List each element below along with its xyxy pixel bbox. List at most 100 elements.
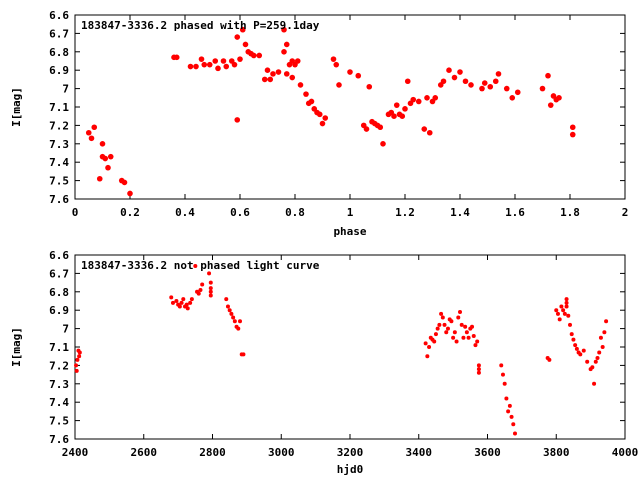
- data-point: [224, 297, 229, 302]
- data-point: [569, 131, 576, 138]
- x-tick-label: 3600: [474, 446, 501, 459]
- y-tick-label: 6.6: [49, 249, 69, 262]
- y-tick-label: 7.5: [49, 175, 69, 188]
- data-point: [585, 359, 590, 364]
- x-tick-label: 1.2: [395, 206, 415, 219]
- data-point: [507, 403, 512, 408]
- data-point: [231, 61, 238, 68]
- data-point: [509, 414, 514, 419]
- data-point: [568, 322, 572, 327]
- x-tick-label: 3200: [337, 446, 364, 459]
- data-point: [336, 82, 342, 88]
- data-point: [281, 49, 287, 55]
- data-point: [449, 319, 454, 324]
- unphased-plot-panel: 2400 2600 2800 3000 3200 3400 3600 3800 4000 6.6…: [10, 249, 638, 476]
- data-point: [391, 113, 397, 119]
- data-point: [545, 72, 551, 79]
- data-point: [554, 308, 559, 313]
- data-point: [181, 297, 186, 302]
- y-tick-label: 6.8: [49, 286, 69, 299]
- data-point: [102, 155, 109, 162]
- data-point: [440, 78, 447, 85]
- data-point: [380, 141, 386, 147]
- y-tick-label: 7.2: [49, 359, 69, 372]
- data-point: [212, 58, 219, 64]
- data-point: [355, 72, 362, 79]
- data-point: [173, 54, 180, 61]
- data-point: [225, 304, 230, 309]
- x-tick-label: 3000: [268, 446, 295, 459]
- phased-plot-frame: [74, 14, 626, 200]
- data-point: [238, 319, 242, 324]
- data-point: [198, 56, 205, 62]
- data-point: [77, 354, 82, 359]
- data-point: [393, 102, 400, 108]
- data-point: [289, 58, 296, 64]
- data-point: [179, 300, 184, 305]
- data-point: [590, 365, 595, 370]
- data-point: [399, 113, 406, 119]
- data-point: [264, 67, 271, 73]
- data-point: [201, 61, 208, 68]
- data-point: [377, 124, 384, 131]
- phased-y-tick-labels: 6.6 6.7 6.8 6.9 7 7.1 7.2 7.3 7.4 7.5 7.6: [49, 9, 69, 206]
- data-point: [442, 322, 447, 327]
- phased-x-axis-label: phase: [333, 225, 366, 238]
- x-tick-label: 2800: [199, 446, 226, 459]
- data-point: [198, 287, 203, 292]
- unphased-x-tick-labels: 2400 2600 2800 3000 3200 3400 3600 3800 4000: [62, 446, 639, 459]
- data-point: [215, 65, 221, 72]
- data-point: [597, 350, 602, 355]
- data-point: [75, 357, 80, 362]
- data-point: [234, 117, 241, 123]
- y-tick-label: 7.4: [49, 156, 69, 169]
- x-tick-label: 1.4: [450, 206, 470, 219]
- data-point: [509, 95, 516, 101]
- data-point: [231, 315, 236, 320]
- data-point: [220, 58, 227, 64]
- unphased-x-axis-label: hjd0: [337, 463, 364, 476]
- x-tick-label: 1.6: [505, 206, 525, 219]
- data-point: [184, 302, 189, 307]
- data-point: [598, 335, 603, 340]
- x-tick-label: 1: [347, 206, 354, 219]
- unphased-y-axis-label: I[mag]: [10, 327, 23, 367]
- data-point: [229, 311, 234, 316]
- y-tick-label: 7: [62, 83, 69, 96]
- data-point: [468, 82, 474, 88]
- data-point: [564, 297, 569, 302]
- data-point: [121, 179, 128, 186]
- data-point: [193, 264, 198, 269]
- data-point: [476, 367, 481, 372]
- data-point: [174, 299, 179, 303]
- y-tick-label: 7.6: [49, 193, 69, 206]
- data-point: [208, 286, 213, 291]
- y-tick-label: 6.9: [49, 304, 69, 317]
- data-point: [234, 34, 241, 40]
- phased-plot-ticks: [74, 14, 626, 200]
- data-point: [427, 345, 432, 349]
- y-tick-label: 6.8: [49, 46, 69, 59]
- data-point: [189, 297, 194, 302]
- data-point: [297, 82, 304, 88]
- data-point: [88, 135, 95, 142]
- data-point: [464, 330, 469, 335]
- data-point: [236, 326, 241, 331]
- data-point: [569, 124, 576, 131]
- data-point: [330, 56, 337, 62]
- data-point: [366, 83, 373, 90]
- y-tick-label: 7.4: [49, 396, 69, 409]
- data-point: [308, 98, 315, 105]
- data-point: [223, 63, 230, 70]
- unphased-y-tick-labels: 6.6 6.7 6.8 6.9 7 7.1 7.2 7.3 7.4 7.5 7.6: [49, 249, 69, 446]
- y-tick-label: 7.6: [49, 433, 69, 446]
- data-point: [404, 78, 411, 85]
- x-tick-label: 4000: [612, 446, 639, 459]
- x-tick-label: 3400: [406, 446, 433, 459]
- phased-x-tick-labels: 0 0.2 0.4 0.6 0.8 1 1.2 1.4 1.6 1.8 2: [72, 206, 629, 219]
- y-tick-label: 6.7: [49, 27, 69, 40]
- data-point: [573, 343, 578, 348]
- data-point: [492, 78, 499, 85]
- data-point: [561, 308, 566, 313]
- data-point: [242, 41, 249, 48]
